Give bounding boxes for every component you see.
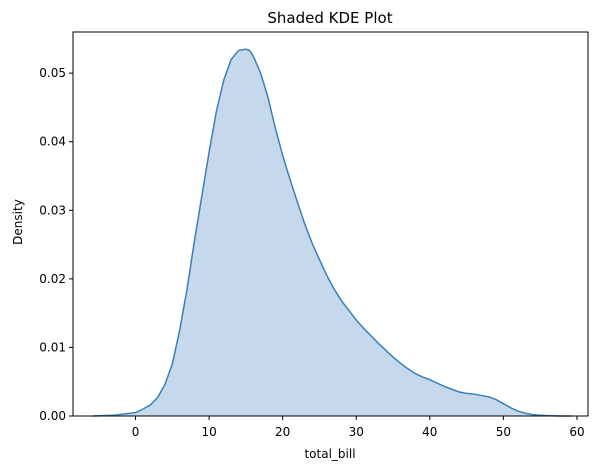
y-tick-label: 0.03 xyxy=(39,203,66,217)
x-tick-label: 10 xyxy=(201,425,216,439)
x-tick-label: 60 xyxy=(569,425,584,439)
x-tick-label: 30 xyxy=(349,425,364,439)
y-tick-label: 0.01 xyxy=(39,340,66,354)
x-tick-label: 20 xyxy=(275,425,290,439)
y-tick-label: 0.04 xyxy=(39,135,66,149)
y-axis-ticks: 0.00 0.01 0.02 0.03 0.04 0.05 xyxy=(39,66,73,423)
x-tick-label: 40 xyxy=(422,425,437,439)
x-axis-label: total_bill xyxy=(304,447,355,461)
y-tick-label: 0.02 xyxy=(39,272,66,286)
kde-shaded-area xyxy=(92,49,572,416)
x-tick-label: 50 xyxy=(496,425,511,439)
y-tick-label: 0.00 xyxy=(39,409,66,423)
x-tick-label: 0 xyxy=(132,425,140,439)
y-axis-label: Density xyxy=(11,199,25,245)
y-tick-label: 0.05 xyxy=(39,66,66,80)
plot-area xyxy=(92,48,572,417)
x-axis-ticks: 0 10 20 30 40 50 60 xyxy=(132,416,585,439)
axes-frame xyxy=(72,31,589,417)
kde-curve-line xyxy=(92,48,572,417)
chart-title: Shaded KDE Plot xyxy=(267,9,392,27)
